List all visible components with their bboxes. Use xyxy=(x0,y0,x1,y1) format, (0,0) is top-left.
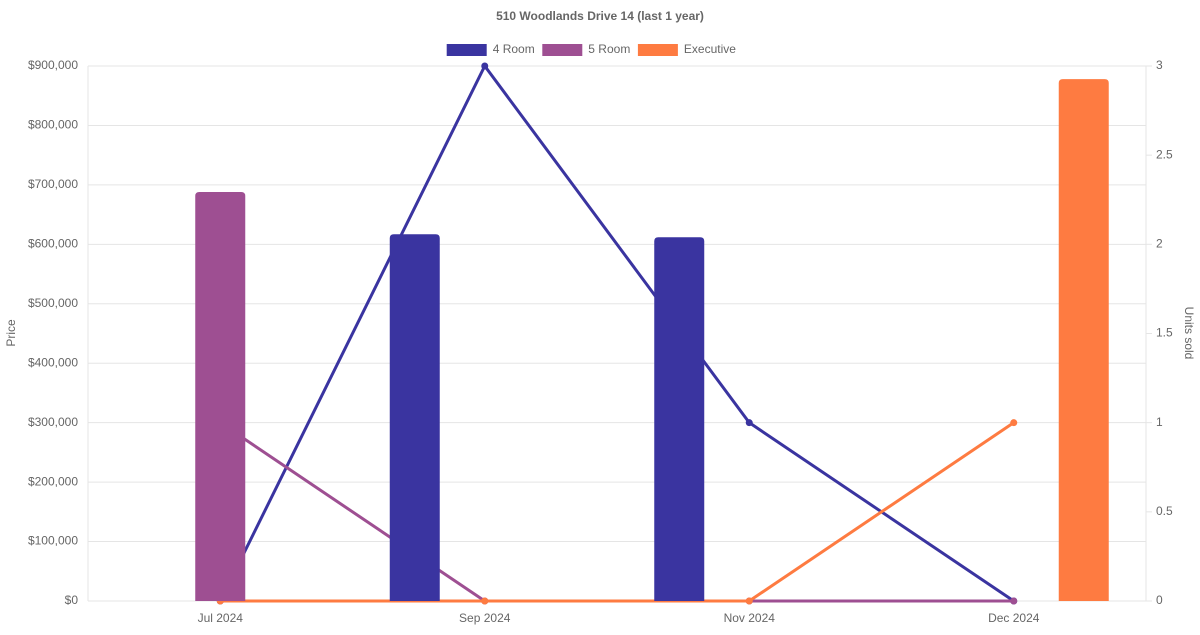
y2-tick-label: 2.5 xyxy=(1156,147,1173,161)
y2-tick-label: 2 xyxy=(1156,237,1163,251)
y-tick-label: $400,000 xyxy=(28,355,78,369)
legend-swatch xyxy=(637,44,678,56)
y2-tick-label: 0.5 xyxy=(1156,504,1173,518)
legend-swatch xyxy=(446,44,487,56)
x-tick-label: Dec 2024 xyxy=(988,611,1040,625)
legend-label: Executive xyxy=(684,42,736,56)
bar xyxy=(195,192,246,601)
line-point xyxy=(481,597,489,605)
y2-tick-label: 1 xyxy=(1156,415,1163,429)
y-tick-label: $200,000 xyxy=(28,474,78,488)
y-tick-label: $700,000 xyxy=(28,177,78,191)
bar xyxy=(654,237,705,601)
y-tick-label: $0 xyxy=(65,593,79,607)
y2-tick-label: 3 xyxy=(1156,58,1163,72)
line-point xyxy=(1010,597,1018,605)
line xyxy=(220,421,1015,603)
line-point xyxy=(745,419,753,427)
y2-tick-label: 1.5 xyxy=(1156,326,1173,340)
y-tick-label: $500,000 xyxy=(28,296,78,310)
legend-swatch xyxy=(542,44,583,56)
y-tick-label: $100,000 xyxy=(28,534,78,548)
legend-label: 4 Room xyxy=(493,42,535,56)
x-tick-label: Nov 2024 xyxy=(724,611,776,625)
x-tick-label: Jul 2024 xyxy=(198,611,244,625)
chart-title: 510 Woodlands Drive 14 (last 1 year) xyxy=(496,9,704,23)
y-tick-label: $800,000 xyxy=(28,118,78,132)
bar xyxy=(389,234,440,601)
bar xyxy=(1058,79,1109,602)
line-point xyxy=(481,62,489,70)
line xyxy=(219,421,1014,603)
y2-tick-label: 0 xyxy=(1156,593,1163,607)
y-tick-label: $600,000 xyxy=(28,237,78,251)
legend-label: 5 Room xyxy=(588,42,630,56)
line-point xyxy=(1010,419,1018,427)
y-tick-label: $900,000 xyxy=(28,58,78,72)
x-tick-label: Sep 2024 xyxy=(459,611,511,625)
y2-axis-title: Units sold xyxy=(1182,307,1196,360)
y-tick-label: $300,000 xyxy=(28,415,78,429)
y-axis-title: Price xyxy=(4,319,18,347)
line-point xyxy=(745,597,753,605)
line xyxy=(218,63,1015,603)
